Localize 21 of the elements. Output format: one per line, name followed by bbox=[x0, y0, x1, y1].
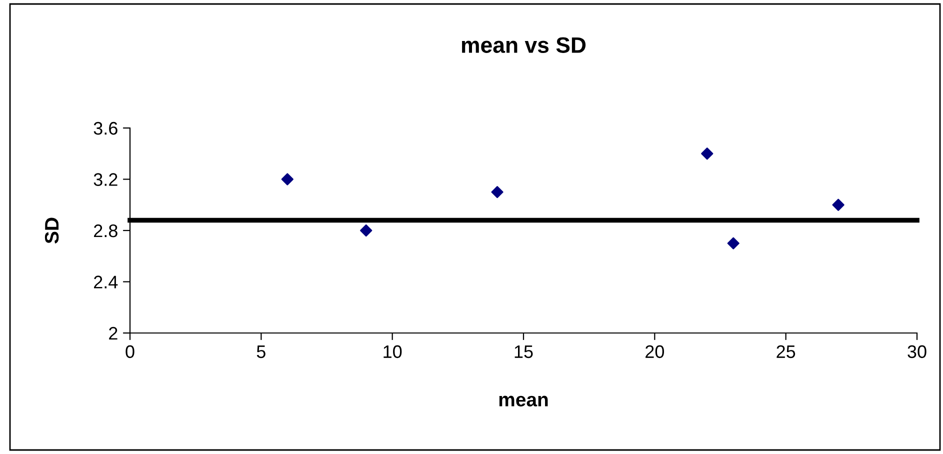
x-tick-label: 15 bbox=[514, 345, 533, 358]
chart-title: mean vs SD bbox=[462, 37, 586, 53]
y-axis-title: SD bbox=[44, 218, 59, 244]
point bbox=[701, 148, 714, 160]
y-tick-label: 3.2 bbox=[94, 173, 118, 186]
x-tick-label: 10 bbox=[384, 345, 402, 358]
x-tick-label: 0 bbox=[126, 345, 134, 358]
x-tick-label: 25 bbox=[776, 345, 796, 358]
point bbox=[727, 237, 740, 250]
y-tick-label: 2 bbox=[109, 326, 118, 340]
y-tick-label: 3.6 bbox=[94, 122, 118, 135]
x-axis-title: mean bbox=[499, 396, 548, 406]
x-tick-label: 20 bbox=[646, 345, 664, 358]
point bbox=[360, 224, 372, 237]
y-tick-label: 2.8 bbox=[94, 224, 118, 238]
x-tick-label: 30 bbox=[908, 345, 926, 358]
point bbox=[491, 186, 504, 198]
y-tick-label: 2.4 bbox=[94, 276, 118, 288]
x-tick-label: 5 bbox=[256, 345, 266, 358]
point bbox=[281, 173, 294, 186]
point bbox=[832, 198, 844, 211]
